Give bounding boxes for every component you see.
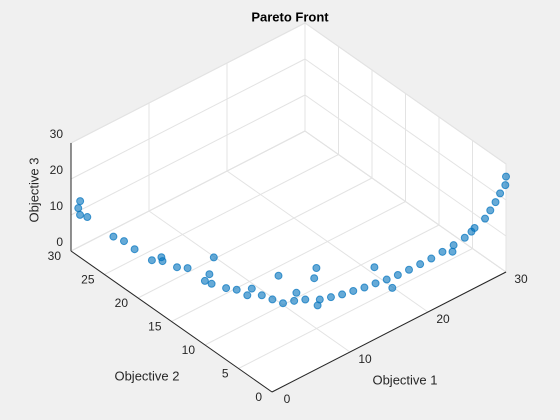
point: [292, 288, 301, 297]
x-axis: [271, 271, 507, 393]
point: [349, 286, 358, 295]
point: [147, 256, 156, 265]
y-tick-label: 10: [182, 343, 196, 357]
grid-line: [304, 130, 507, 273]
point: [83, 213, 92, 222]
point: [326, 293, 335, 302]
x-axis-label: Objective 1: [372, 372, 437, 387]
point: [491, 198, 500, 207]
point: [290, 296, 299, 305]
point: [279, 299, 287, 308]
chart-title: Pareto Front: [251, 9, 329, 24]
grid-line: [171, 201, 406, 322]
z-tick-label: 30: [50, 127, 64, 141]
grid-line: [304, 22, 507, 165]
point: [382, 275, 391, 284]
point: [243, 291, 252, 300]
y-axis-label: Objective 2: [114, 368, 179, 383]
grid-line: [70, 22, 306, 144]
point: [502, 172, 510, 181]
point: [76, 197, 85, 206]
x-tick-label: 0: [284, 392, 291, 406]
z-tick-label: 10: [50, 199, 64, 213]
x-tick-label: 20: [436, 312, 450, 326]
point: [405, 265, 413, 274]
point: [393, 271, 402, 280]
grid-line: [104, 154, 339, 275]
point: [209, 253, 218, 262]
point: [232, 285, 241, 294]
point: [486, 206, 495, 215]
grid-line: [204, 224, 440, 346]
point: [274, 271, 283, 280]
point: [427, 254, 436, 263]
point: [76, 210, 85, 219]
point: [360, 283, 369, 292]
point: [222, 284, 231, 293]
z-axis-label: Objective 3: [26, 157, 41, 222]
grid-line: [70, 58, 306, 180]
point: [183, 264, 192, 273]
point: [313, 301, 322, 310]
point: [130, 245, 139, 254]
z-tick-label: 20: [50, 163, 64, 177]
y-tick-label: 0: [255, 390, 262, 404]
point: [467, 227, 476, 236]
point: [257, 291, 266, 300]
y-axis: [70, 250, 273, 393]
point: [205, 270, 214, 279]
y-tick-label: 25: [81, 273, 95, 287]
point: [310, 274, 319, 283]
point: [338, 290, 347, 299]
grid-line: [137, 177, 373, 299]
point: [416, 260, 425, 269]
point: [268, 295, 277, 304]
y-tick-label: 15: [148, 320, 162, 334]
point: [449, 241, 458, 250]
x-tick-label: 30: [514, 272, 528, 286]
x-tick-label: 10: [358, 352, 372, 366]
point: [312, 264, 321, 272]
point: [74, 204, 83, 213]
grid-line: [304, 94, 507, 237]
grid-line: [70, 130, 306, 252]
point: [501, 181, 510, 190]
point: [301, 295, 310, 304]
y-tick-label: 30: [48, 249, 62, 263]
point: [370, 263, 379, 272]
point: [496, 189, 505, 198]
grid-line: [304, 58, 507, 201]
point: [247, 284, 256, 293]
point: [120, 237, 128, 246]
point: [448, 247, 457, 256]
point: [481, 214, 490, 223]
y-tick-label: 20: [115, 296, 129, 310]
point: [438, 247, 447, 256]
point: [157, 253, 166, 262]
point: [207, 279, 216, 288]
z-tick-label: 0: [56, 235, 63, 249]
point: [388, 283, 397, 292]
point: [371, 279, 380, 288]
grid-line: [70, 94, 306, 216]
point: [109, 232, 118, 241]
point: [200, 276, 209, 285]
point: [173, 263, 181, 272]
point: [460, 233, 469, 242]
y-tick-label: 5: [222, 367, 229, 381]
grid-line: [238, 248, 473, 369]
